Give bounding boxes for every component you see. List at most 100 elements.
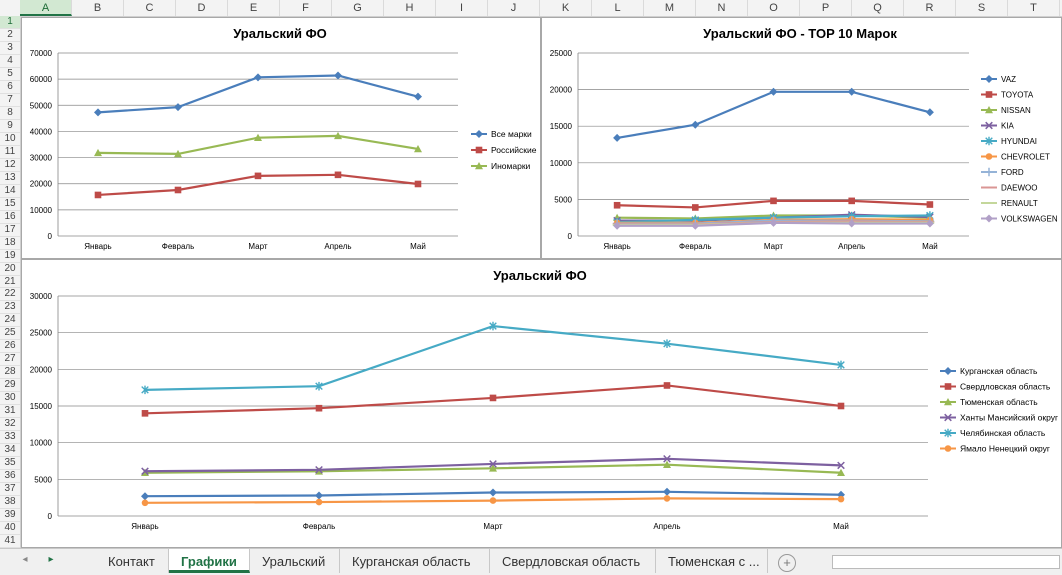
data-point <box>414 180 422 188</box>
column-header-d[interactable]: D <box>176 0 228 16</box>
row-header-1[interactable]: 1 <box>0 16 20 29</box>
row-header-22[interactable]: 22 <box>0 288 20 302</box>
column-header-i[interactable]: I <box>436 0 488 16</box>
column-header-a[interactable]: A <box>20 0 72 16</box>
sheet-grid[interactable]: Уральский ФО 0 10000 20000 30000 40000 50000 60… <box>21 17 1062 548</box>
horizontal-scrollbar[interactable] <box>832 555 1060 569</box>
sheet-tab-6[interactable]: Тюменская с ... <box>656 549 768 573</box>
row-header-4[interactable]: 4 <box>0 55 20 68</box>
row-header-32[interactable]: 32 <box>0 418 20 432</box>
row-header-10[interactable]: 10 <box>0 133 20 146</box>
row-header-5[interactable]: 5 <box>0 68 20 81</box>
column-header-k[interactable]: K <box>540 0 592 16</box>
row-header-16[interactable]: 16 <box>0 211 20 224</box>
tab-prev-button[interactable]: ◂ <box>22 554 28 565</box>
row-header-17[interactable]: 17 <box>0 224 20 237</box>
chart-total-brands[interactable]: Уральский ФО 0 10000 20000 30000 40000 50000 60… <box>21 17 541 259</box>
data-point <box>663 339 671 348</box>
row-header-39[interactable]: 39 <box>0 509 20 523</box>
column-header-h[interactable]: H <box>384 0 436 16</box>
sheet-tab-3[interactable]: Уральский <box>250 549 340 573</box>
select-all-corner[interactable] <box>0 0 21 16</box>
tab-next-button[interactable]: ▸ <box>48 554 54 565</box>
chart-title: Уральский ФО <box>493 268 587 283</box>
row-header-23[interactable]: 23 <box>0 301 20 315</box>
legend-label-3: NISSAN <box>1001 106 1031 115</box>
row-header-24[interactable]: 24 <box>0 314 20 328</box>
row-header-33[interactable]: 33 <box>0 431 20 445</box>
row-header-2[interactable]: 2 <box>0 29 20 42</box>
y-tick-label: 20000 <box>550 86 573 95</box>
sheet-tab-bar: ◂ ▸ Контакт Графики Уральский Курганская об… <box>0 548 1062 575</box>
row-header-11[interactable]: 11 <box>0 146 20 159</box>
add-sheet-button[interactable]: + <box>778 554 796 572</box>
row-header-30[interactable]: 30 <box>0 392 20 406</box>
x-tick-label: Апрель <box>838 242 865 251</box>
sheet-tab-4[interactable]: Курганская область <box>340 549 490 573</box>
row-header-40[interactable]: 40 <box>0 522 20 536</box>
row-header-38[interactable]: 38 <box>0 496 20 510</box>
row-header-41[interactable]: 41 <box>0 535 20 548</box>
row-header-12[interactable]: 12 <box>0 159 20 172</box>
row-header-27[interactable]: 27 <box>0 353 20 367</box>
row-header-18[interactable]: 18 <box>0 237 20 250</box>
y-tick-label: 25000 <box>30 329 53 338</box>
chart-regions[interactable]: Уральский ФО 0 5000 10000 15000 20000 25000 300… <box>21 259 1062 548</box>
row-header-35[interactable]: 35 <box>0 457 20 471</box>
row-header-34[interactable]: 34 <box>0 444 20 458</box>
data-point <box>663 487 671 496</box>
column-header-b[interactable]: B <box>72 0 124 16</box>
row-header-9[interactable]: 9 <box>0 120 20 133</box>
row-header-37[interactable]: 37 <box>0 483 20 497</box>
column-header-r[interactable]: R <box>904 0 956 16</box>
legend-marker-1 <box>944 367 952 375</box>
row-header-6[interactable]: 6 <box>0 81 20 94</box>
chart-title: Уральский ФО - TOP 10 Марок <box>703 26 897 41</box>
sheet-tab-5[interactable]: Свердловская область <box>490 549 656 573</box>
row-header-15[interactable]: 15 <box>0 198 20 211</box>
legend-label-7: FORD <box>1001 168 1024 177</box>
column-header-l[interactable]: L <box>592 0 644 16</box>
x-tick-label: Апрель <box>653 522 680 531</box>
column-header-m[interactable]: M <box>644 0 696 16</box>
row-header-29[interactable]: 29 <box>0 379 20 393</box>
column-header-n[interactable]: N <box>696 0 748 16</box>
column-header-s[interactable]: S <box>956 0 1008 16</box>
legend-label-4: KIA <box>1001 122 1015 131</box>
chart-total-brands-svg: Уральский ФО 0 10000 20000 30000 40000 50000 60… <box>30 26 537 251</box>
sheet-tab-2[interactable]: Графики <box>169 549 250 573</box>
column-header-f[interactable]: F <box>280 0 332 16</box>
row-header-19[interactable]: 19 <box>0 250 20 263</box>
sheet-tab-1[interactable]: Контакт <box>96 549 169 573</box>
row-header-20[interactable]: 20 <box>0 263 20 276</box>
data-point <box>769 87 778 96</box>
data-point <box>254 172 262 180</box>
legend-label-3: Тюменская область <box>960 397 1038 407</box>
row-header-7[interactable]: 7 <box>0 94 20 107</box>
column-header-g[interactable]: G <box>332 0 384 16</box>
column-header-t[interactable]: T <box>1008 0 1060 16</box>
column-header-j[interactable]: J <box>488 0 540 16</box>
row-header-36[interactable]: 36 <box>0 470 20 484</box>
row-header-8[interactable]: 8 <box>0 107 20 120</box>
column-header-q[interactable]: Q <box>852 0 904 16</box>
row-header-3[interactable]: 3 <box>0 42 20 55</box>
row-header-31[interactable]: 31 <box>0 405 20 419</box>
column-header-p[interactable]: P <box>800 0 852 16</box>
chart-top10-brands[interactable]: Уральский ФО - TOP 10 Марок 0 5000 10000 150… <box>541 17 1062 259</box>
row-header-25[interactable]: 25 <box>0 327 20 341</box>
data-point <box>334 171 342 179</box>
data-point <box>926 201 934 208</box>
row-header-14[interactable]: 14 <box>0 185 20 198</box>
column-header-o[interactable]: O <box>748 0 800 16</box>
series-line-1 <box>616 90 931 139</box>
row-header-26[interactable]: 26 <box>0 340 20 354</box>
row-header-13[interactable]: 13 <box>0 172 20 185</box>
column-header-c[interactable]: C <box>124 0 176 16</box>
data-point <box>489 394 497 402</box>
data-point <box>837 461 845 470</box>
column-header-e[interactable]: E <box>228 0 280 16</box>
legend-marker-3 <box>985 106 993 114</box>
row-header-21[interactable]: 21 <box>0 276 20 289</box>
row-header-28[interactable]: 28 <box>0 366 20 380</box>
